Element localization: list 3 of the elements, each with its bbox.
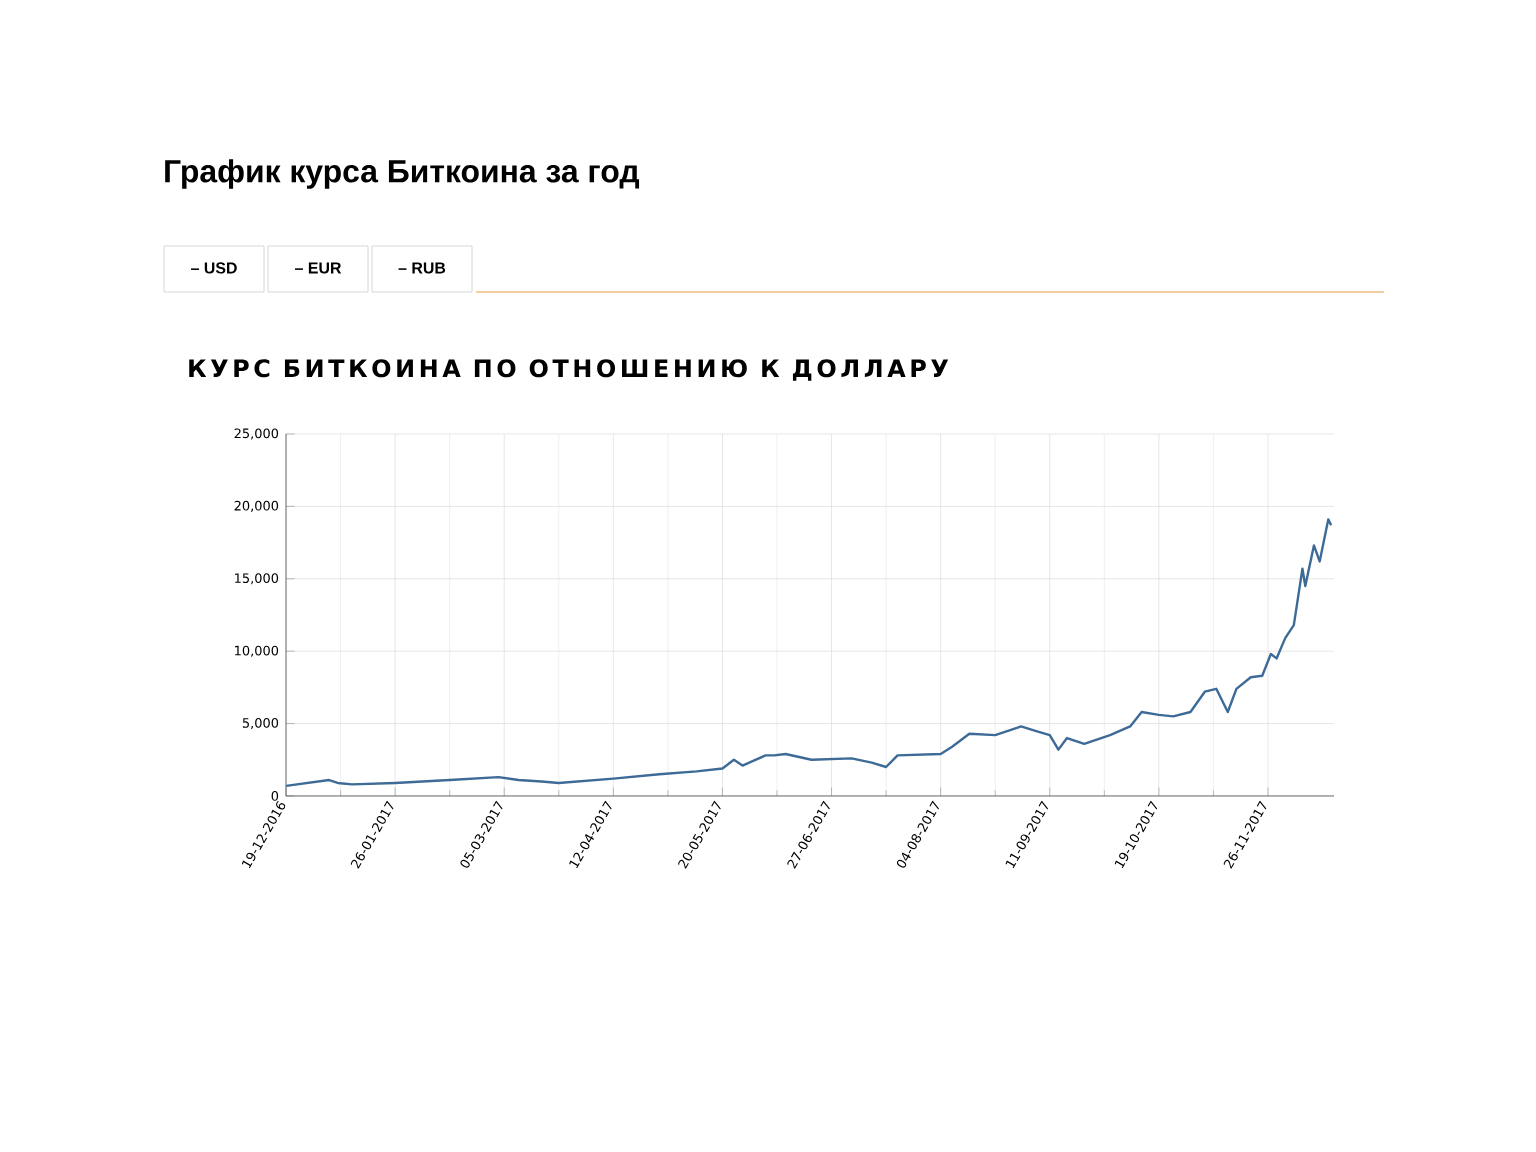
chart-title: График курса Биткоина за год [165, 159, 640, 189]
line-series [286, 518, 1333, 788]
chart-subtitle: КУРС БИТКОИНА ПО ОТНОШЕНИЮ К ДОЛЛАРУ [189, 359, 949, 381]
